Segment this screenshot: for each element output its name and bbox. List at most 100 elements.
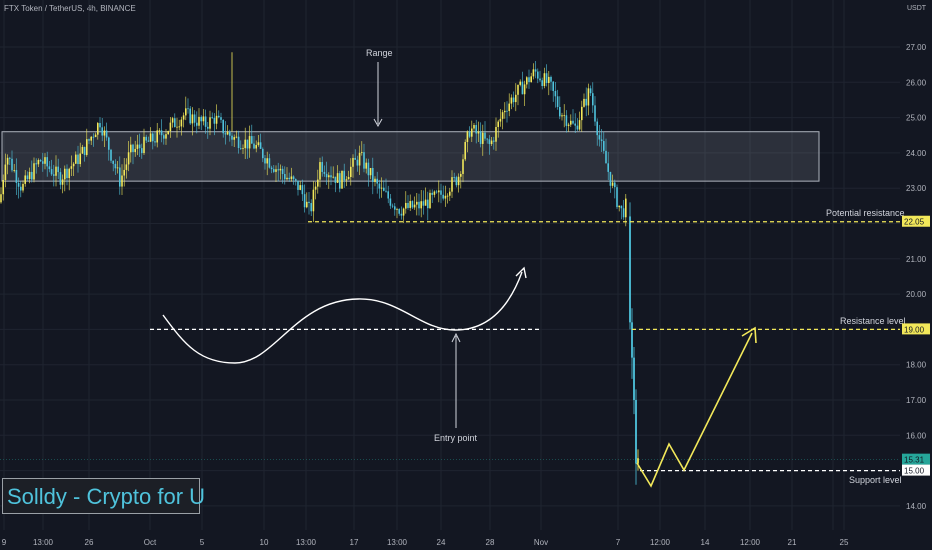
candle-body bbox=[387, 191, 389, 199]
candle-body bbox=[70, 166, 73, 169]
candle-body bbox=[596, 121, 598, 136]
candle-body bbox=[114, 163, 117, 169]
candle-body bbox=[240, 147, 242, 149]
candle-body bbox=[548, 76, 550, 84]
candle-body bbox=[605, 150, 607, 164]
candle-body bbox=[189, 108, 191, 124]
candle-body bbox=[97, 123, 99, 135]
candle-body bbox=[616, 187, 618, 208]
candle-body bbox=[198, 116, 200, 126]
candle-body bbox=[495, 126, 497, 142]
candle-body bbox=[110, 149, 112, 161]
candle-body bbox=[330, 175, 332, 178]
candle-body bbox=[356, 159, 359, 166]
candle-body bbox=[273, 169, 275, 172]
candle-body bbox=[48, 166, 51, 170]
candle-body bbox=[416, 201, 418, 205]
y-tick-label: 21.00 bbox=[906, 255, 927, 264]
candle-body bbox=[453, 177, 455, 178]
candle-body bbox=[583, 98, 585, 107]
candle-body bbox=[521, 81, 524, 95]
candle-body bbox=[242, 148, 244, 149]
candle-body bbox=[440, 190, 442, 195]
candle-body bbox=[622, 208, 625, 218]
candle-body bbox=[156, 130, 158, 143]
candle-body bbox=[125, 164, 128, 170]
candle-body bbox=[295, 179, 297, 181]
candle-body bbox=[545, 73, 548, 84]
entry-arrow-head bbox=[451, 332, 461, 343]
potential-resistance-label: Potential resistance bbox=[826, 208, 905, 218]
candle-body bbox=[231, 135, 233, 140]
candle-body bbox=[237, 136, 240, 148]
y-tick-label: 27.00 bbox=[906, 43, 927, 52]
candle-body bbox=[451, 177, 453, 192]
candle-body bbox=[530, 76, 532, 83]
candle-body bbox=[534, 69, 537, 72]
candle-body bbox=[235, 136, 238, 138]
candle-body bbox=[11, 158, 13, 171]
candle-body bbox=[211, 117, 213, 119]
price-label-text: 22.05 bbox=[904, 218, 925, 227]
candle-body bbox=[618, 205, 620, 208]
candle-body bbox=[94, 134, 97, 138]
candle-body bbox=[180, 119, 183, 127]
candle-body bbox=[281, 168, 284, 175]
candle-body bbox=[303, 194, 306, 208]
x-tick-label: 5 bbox=[200, 538, 205, 547]
price-label-box bbox=[902, 323, 930, 335]
candle-body bbox=[526, 77, 528, 85]
candle-body bbox=[598, 135, 601, 140]
candle-body bbox=[268, 158, 271, 168]
candle-body bbox=[42, 161, 44, 164]
candle-body bbox=[158, 130, 161, 132]
candle-body bbox=[251, 136, 253, 144]
candle-body bbox=[409, 201, 411, 208]
candle-body bbox=[352, 157, 354, 167]
candle-body bbox=[431, 192, 433, 195]
candle-body bbox=[130, 144, 132, 153]
candle-body bbox=[160, 130, 163, 136]
candle-body bbox=[400, 213, 403, 216]
y-axis[interactable]: 27.0026.0025.0024.0023.0022.0021.0020.00… bbox=[906, 43, 927, 511]
candle-body bbox=[213, 117, 216, 124]
y-tick-label: 20.00 bbox=[906, 290, 927, 299]
x-axis[interactable]: 9 13:00 26 Oct 5 10 13:00 17 13:00 24 28 Nov 7 12:00 1… bbox=[2, 538, 849, 547]
candle-body bbox=[99, 123, 101, 128]
wave-drawing bbox=[162, 271, 523, 364]
candle-body bbox=[108, 137, 110, 150]
candle-body bbox=[75, 154, 77, 164]
candle-body bbox=[81, 146, 84, 154]
candle-body bbox=[86, 139, 88, 155]
candle-body bbox=[299, 185, 301, 190]
candle-body bbox=[220, 117, 222, 120]
candle-body bbox=[244, 139, 246, 149]
candle-body bbox=[288, 177, 290, 180]
candle-body bbox=[578, 120, 581, 130]
candle-body bbox=[319, 162, 321, 180]
candle-body bbox=[112, 160, 114, 164]
candle-body bbox=[504, 110, 506, 113]
candle-body bbox=[567, 124, 570, 126]
symbol-header: FTX Token / TetherUS, 4h, BINANCE bbox=[4, 4, 136, 13]
candle-body bbox=[222, 119, 224, 134]
candle-body bbox=[350, 166, 352, 177]
y-tick-label: 25.00 bbox=[906, 114, 927, 123]
candle-body bbox=[44, 157, 46, 164]
candle-body bbox=[53, 174, 55, 176]
candle-body bbox=[464, 142, 466, 160]
candle-body bbox=[321, 162, 323, 172]
price-label-box bbox=[902, 215, 930, 227]
drawings bbox=[162, 62, 757, 488]
candle-body bbox=[635, 400, 637, 464]
candle-body bbox=[68, 168, 70, 179]
candle-body bbox=[559, 106, 561, 117]
candle-body bbox=[444, 195, 447, 199]
candle-body bbox=[402, 208, 405, 216]
candle-body bbox=[136, 144, 139, 149]
candle-body bbox=[609, 171, 612, 186]
candle-body bbox=[589, 88, 592, 94]
candle-body bbox=[6, 157, 9, 165]
candle-body bbox=[253, 143, 255, 149]
